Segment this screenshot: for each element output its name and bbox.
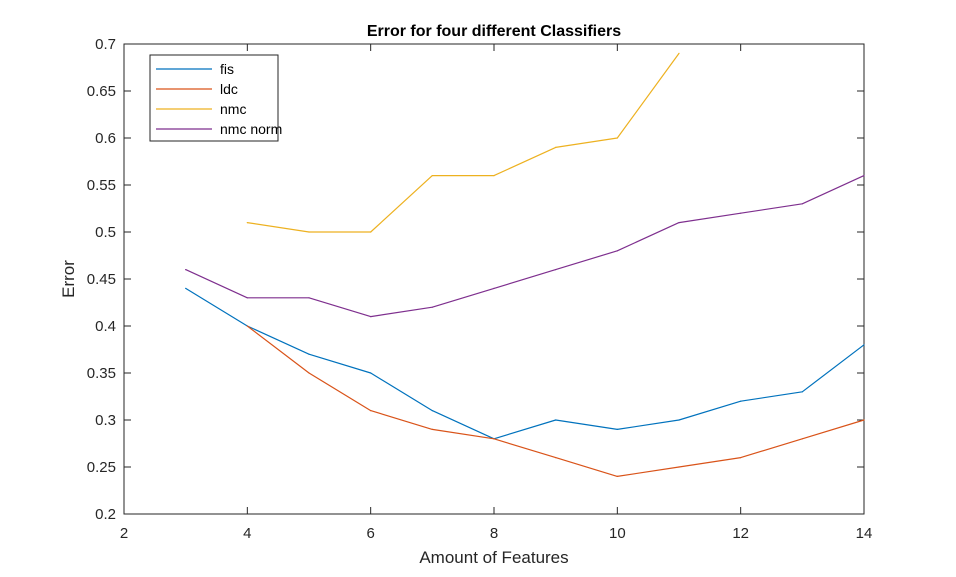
y-tick-label: 0.65 bbox=[87, 83, 116, 100]
x-tick-label: 10 bbox=[609, 525, 626, 542]
data-point bbox=[801, 203, 803, 205]
data-point bbox=[555, 269, 557, 271]
series-line-nmc-norm bbox=[185, 175, 865, 318]
data-point bbox=[431, 306, 433, 308]
x-tick-label: 6 bbox=[366, 525, 374, 542]
data-point bbox=[493, 175, 495, 177]
data-point bbox=[555, 146, 557, 148]
data-point bbox=[370, 231, 372, 233]
data-point bbox=[863, 419, 865, 421]
y-tick-label: 0.4 bbox=[95, 318, 116, 335]
y-axis-label: Error bbox=[59, 260, 78, 298]
data-point bbox=[493, 287, 495, 289]
chart-title: Error for four different Classifiers bbox=[367, 23, 621, 40]
y-tick-label: 0.6 bbox=[95, 130, 116, 147]
legend-label: ldc bbox=[220, 81, 238, 97]
x-axis-label: Amount of Features bbox=[419, 548, 568, 567]
x-tick-label: 8 bbox=[490, 525, 498, 542]
data-point bbox=[801, 391, 803, 393]
y-tick-label: 0.7 bbox=[95, 36, 116, 53]
data-point bbox=[616, 475, 618, 477]
data-point bbox=[308, 231, 310, 233]
data-point bbox=[431, 175, 433, 177]
data-point bbox=[801, 438, 803, 440]
data-point bbox=[246, 297, 248, 299]
data-point bbox=[370, 410, 372, 412]
x-tick-label: 12 bbox=[732, 525, 749, 542]
data-point bbox=[863, 175, 865, 177]
y-tick-label: 0.2 bbox=[95, 506, 116, 523]
x-tick-label: 14 bbox=[856, 525, 873, 542]
data-point bbox=[678, 466, 680, 468]
series-line-fis bbox=[185, 287, 865, 440]
data-point bbox=[555, 419, 557, 421]
data-point bbox=[740, 457, 742, 459]
data-point bbox=[246, 325, 248, 327]
data-point bbox=[863, 344, 865, 346]
y-tick-label: 0.5 bbox=[95, 224, 116, 241]
data-point bbox=[678, 222, 680, 224]
plot-area: 2 4 6 8 10 12 14 0.2 0.25 0.3 0.35 0.4 0.45 0.5 0.55 0.… bbox=[87, 36, 873, 542]
data-point bbox=[493, 438, 495, 440]
data-point bbox=[555, 457, 557, 459]
y-tick-label: 0.45 bbox=[87, 271, 116, 288]
x-tick-label: 4 bbox=[243, 525, 251, 542]
legend: fis ldc nmc nmc norm bbox=[149, 54, 282, 142]
data-point bbox=[431, 410, 433, 412]
data-point bbox=[308, 372, 310, 374]
data-point bbox=[246, 222, 248, 224]
legend-label: nmc norm bbox=[220, 121, 282, 137]
legend-label: nmc bbox=[220, 101, 246, 117]
legend-label: fis bbox=[220, 61, 234, 77]
data-point bbox=[185, 287, 187, 289]
data-point bbox=[185, 269, 187, 271]
series-line-nmc bbox=[247, 53, 680, 233]
data-point bbox=[370, 372, 372, 374]
y-tick-label: 0.35 bbox=[87, 365, 116, 382]
data-point bbox=[616, 250, 618, 252]
data-point bbox=[678, 52, 680, 55]
y-tick-label: 0.55 bbox=[87, 177, 116, 194]
data-point bbox=[616, 137, 618, 139]
data-point bbox=[308, 353, 310, 355]
y-tick-label: 0.25 bbox=[87, 459, 116, 476]
data-point bbox=[740, 212, 742, 214]
x-tick-label: 2 bbox=[120, 525, 128, 542]
data-point bbox=[740, 400, 742, 402]
data-point bbox=[370, 316, 372, 318]
data-point bbox=[431, 428, 433, 430]
data-point bbox=[308, 297, 310, 299]
data-point bbox=[678, 419, 680, 421]
y-tick-label: 0.3 bbox=[95, 412, 116, 429]
data-point bbox=[616, 428, 618, 430]
series-line-ldc bbox=[246, 325, 865, 477]
